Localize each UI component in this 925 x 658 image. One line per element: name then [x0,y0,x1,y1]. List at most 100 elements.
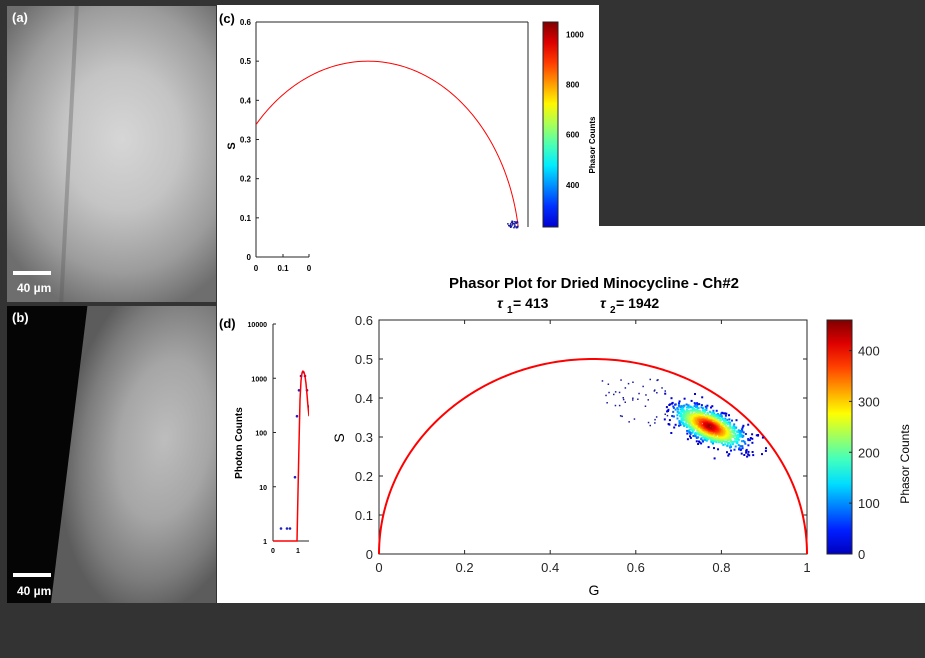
phasor-point [673,415,675,417]
phasor-point-sparse [645,406,647,408]
phasor-point [726,451,728,453]
phasor-point [675,424,677,426]
phasor-point-sparse [608,392,610,394]
chart-main-xlabel: G [589,582,600,598]
phasor-point [710,427,712,429]
y-tick-label: 0.2 [240,175,252,184]
phasor-point-sparse [620,415,622,417]
y-tick-label: 0 [247,253,252,262]
phasor-point [669,403,671,405]
phasor-point [677,418,679,420]
phasor-point [747,444,749,446]
phasor-point-sparse [667,415,669,417]
panel-c-label: (c) [219,11,235,26]
phasor-point [694,432,696,434]
phasor-point-sparse [632,382,634,384]
colorbar-rect [543,22,558,227]
phasor-point [742,447,744,449]
y-tick-label: 0.1 [355,508,373,523]
y-tick-label: 0.3 [240,136,252,145]
phasor-point-sparse [645,394,647,396]
phasor-point [709,411,711,413]
phasor-point [742,427,744,429]
phasor-point [730,450,732,452]
phasor-point [718,417,720,419]
phasor-point [762,437,764,439]
phasor-point-sparse [628,383,630,385]
phasor-point [727,423,729,425]
x-tick-label: 0.8 [712,560,730,575]
chart-main-subtitle: τ 1 = 413 τ 2 = 1942 [497,295,659,316]
x-tick-label: 0 [375,560,382,575]
phasor-point [719,419,721,421]
phasor-point-sparse [625,402,627,404]
phasor-point [673,427,675,429]
phasor-point [706,407,708,409]
phasor-point [741,445,743,447]
phasor-point [750,437,752,439]
micrograph-b: (b) 40 µm [7,306,216,603]
phasor-point [728,418,730,420]
phasor-point [675,403,677,405]
phasor-point [745,452,747,454]
x-tick-label: 0 [254,264,259,273]
phasor-point-sparse [666,406,668,408]
phasor-point-sparse [634,418,636,420]
y-tick-label: 0.4 [240,96,252,105]
phasor-point-sparse [619,405,621,407]
phasor-point [686,430,688,432]
phasor-point [743,454,745,456]
phasor-point-sparse [638,393,640,395]
phasor-point-sparse [615,391,617,393]
phasor-point-sparse [621,416,623,418]
y-tick-label: 0 [366,547,373,562]
phasor-point [664,418,666,420]
chart-main-colorbar: 0100200300400 [827,320,880,562]
phasor-point [717,448,719,450]
x-tick-label: 0.2 [456,560,474,575]
phasor-point-sparse [654,422,656,424]
colorbar-tick-label: 200 [858,445,880,460]
phasor-point [731,420,733,422]
phasor-point [741,440,743,442]
phasor-point [705,414,707,416]
colorbar-tick-label: 1000 [566,31,584,40]
colorbar-tick-label: 300 [858,394,880,409]
y-tick-label: 0.5 [240,57,252,66]
phasor-point [735,446,737,448]
x-tick-label: 0 [271,548,275,555]
phasor-point-sparse [605,395,607,397]
phasor-point [712,410,714,412]
phasor-point [734,449,736,451]
phasor-point [680,424,682,426]
chart-main-title: Phasor Plot for Dried Minocycline - Ch#2 [449,275,739,292]
phasor-point [761,453,763,455]
tau1-symbol: τ [497,295,504,311]
y-tick-label: 0.3 [355,430,373,445]
data-point [294,476,297,479]
scale-label-b: 40 µm [17,584,51,598]
scale-bar-b [13,573,51,577]
phasor-point-sparse [654,419,656,421]
x-tick-label: 1 [803,560,810,575]
phasor-point [702,407,704,409]
phasor-point [765,447,767,449]
data-point [289,527,292,530]
phasor-point [671,403,673,405]
chart-main-axes: 0 0.2 0.4 0.6 0.8 100.10.20.30.40.50.6 [355,313,811,575]
phasor-point [701,404,703,406]
x-tick-label: 0.6 [627,560,645,575]
phasor-point [676,414,678,416]
tau2-value: = 1942 [616,295,659,311]
phasor-point [672,411,674,413]
phasor-point [723,412,725,414]
phasor-point [669,419,671,421]
phasor-point [517,222,519,224]
phasor-point [701,437,703,439]
phasor-point [729,423,731,425]
colorbar-tick-label: 600 [566,131,580,140]
phasor-point-sparse [628,421,630,423]
panel-d-label: (d) [219,316,236,331]
phasor-point [707,413,709,415]
chart-main: Phasor Plot for Dried Minocycline - Ch#2… [309,226,925,603]
